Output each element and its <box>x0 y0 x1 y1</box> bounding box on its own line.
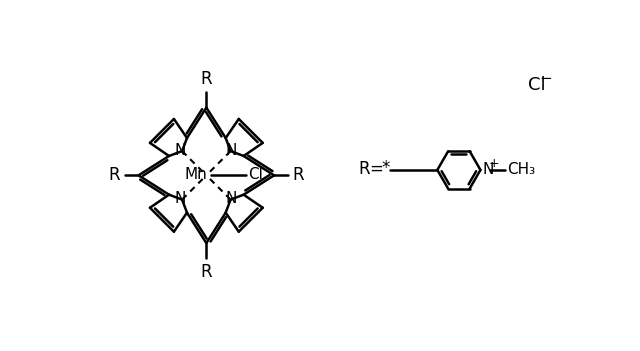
Text: R: R <box>108 166 120 184</box>
Text: N: N <box>226 191 237 206</box>
Text: N: N <box>226 143 237 158</box>
Text: N: N <box>482 162 493 177</box>
Text: *: * <box>382 159 390 177</box>
Text: CH₃: CH₃ <box>507 162 535 177</box>
Text: R: R <box>200 69 212 87</box>
Text: R: R <box>200 263 212 281</box>
Text: N: N <box>174 143 186 158</box>
Text: +: + <box>489 157 500 170</box>
Text: −: − <box>539 71 552 86</box>
Text: =: = <box>369 160 383 178</box>
Text: Cl: Cl <box>248 167 263 182</box>
Text: R: R <box>359 160 371 178</box>
Text: R: R <box>292 166 304 184</box>
Text: N: N <box>174 191 186 206</box>
Text: Mn: Mn <box>184 167 207 182</box>
Text: Cl: Cl <box>528 76 546 94</box>
